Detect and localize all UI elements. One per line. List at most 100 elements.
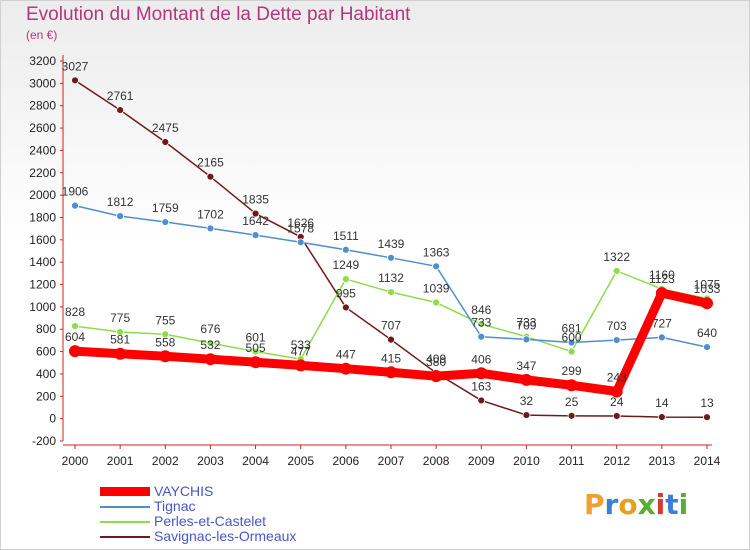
y-tick-label: 2800 [29, 99, 56, 113]
data-label: 640 [697, 326, 717, 340]
legend-swatch [100, 487, 150, 496]
y-tick-label: 1400 [29, 255, 56, 269]
data-point [206, 224, 215, 233]
data-label: 1249 [333, 258, 360, 272]
logo-letter: x [637, 488, 656, 521]
data-label: 532 [200, 338, 220, 352]
legend-item: Savignac-les-Ormeaux [100, 528, 400, 544]
data-point [612, 412, 621, 420]
data-point [612, 266, 621, 275]
y-tick-label: 3000 [29, 76, 56, 90]
x-tick-label: 2009 [468, 454, 495, 468]
data-label: 533 [291, 338, 311, 352]
data-label: 1160 [649, 268, 675, 282]
data-point [522, 411, 531, 419]
logo-letter: o [618, 488, 638, 521]
x-tick-label: 2001 [107, 454, 134, 468]
data-label: 1642 [242, 214, 269, 228]
data-point [387, 253, 395, 262]
data-label: 347 [516, 359, 536, 373]
data-point [204, 353, 217, 366]
data-point [567, 347, 576, 356]
logo-letter: i [655, 488, 666, 521]
y-tick-label: 400 [36, 367, 56, 381]
data-label: 733 [516, 316, 536, 330]
data-point [432, 298, 441, 307]
chart-subtitle: (en €) [26, 28, 58, 42]
y-tick-label: 800 [36, 322, 56, 336]
data-label: 447 [336, 348, 356, 362]
data-point [655, 287, 668, 300]
x-tick-label: 2008 [423, 454, 450, 468]
data-label: 1033 [694, 282, 721, 296]
data-point [657, 413, 666, 421]
data-label: 775 [110, 311, 130, 325]
data-point [339, 362, 352, 375]
data-label: 1626 [287, 216, 314, 230]
chart-title: Evolution du Montant de la Dette par Hab… [26, 4, 411, 25]
data-point [71, 76, 79, 85]
data-label: 1123 [649, 272, 675, 286]
data-point [116, 106, 125, 114]
y-tick-label: 3200 [29, 54, 56, 68]
data-point [296, 238, 305, 247]
data-point [567, 411, 576, 420]
data-label: 709 [516, 318, 536, 332]
data-label: 676 [200, 322, 220, 336]
legend-item: VAYCHIS [100, 483, 400, 499]
data-point [71, 201, 79, 210]
data-point [522, 335, 531, 344]
data-label: 25 [565, 395, 579, 409]
data-label: 409 [426, 352, 446, 366]
data-label: 558 [155, 335, 175, 349]
data-point [294, 359, 307, 372]
data-point [116, 212, 125, 221]
x-tick-label: 2010 [513, 454, 540, 468]
data-point [610, 385, 623, 398]
data-label: 601 [246, 330, 266, 344]
data-label: 1812 [107, 195, 134, 209]
data-point [69, 345, 81, 358]
data-label: 1906 [62, 185, 89, 199]
x-tick-label: 2000 [62, 454, 89, 468]
data-point [161, 218, 170, 226]
x-tick-label: 2011 [559, 454, 585, 468]
legend-swatch [100, 506, 150, 508]
data-point [565, 379, 578, 392]
data-point [251, 231, 260, 240]
data-point [385, 366, 397, 379]
data-label: 755 [155, 313, 175, 327]
logo-letter: t [665, 488, 679, 521]
data-point [477, 396, 486, 405]
legend-label: Tignac [154, 498, 196, 514]
data-point [251, 209, 260, 218]
data-label: 32 [520, 394, 534, 408]
data-label: 505 [246, 341, 266, 355]
data-label: 2165 [197, 156, 224, 170]
data-point [206, 339, 215, 347]
legend-item: Perles-et-Castelet [100, 513, 400, 529]
data-point [116, 328, 125, 336]
legend-swatch [100, 536, 150, 538]
y-tick-label: 2600 [29, 121, 56, 135]
data-point [161, 138, 170, 146]
data-point [387, 288, 395, 297]
data-label: 2475 [152, 121, 179, 135]
data-label: 13 [700, 396, 714, 410]
data-point [71, 322, 79, 331]
logo-letter: P [584, 488, 605, 521]
data-point [477, 332, 486, 341]
data-label: 163 [471, 379, 491, 393]
data-label: 1075 [694, 278, 721, 292]
data-point [161, 330, 170, 339]
y-tick-label: 200 [36, 389, 56, 403]
data-point [159, 350, 172, 363]
data-point [703, 343, 711, 352]
y-tick-label: 1000 [29, 300, 56, 314]
data-label: 681 [562, 322, 582, 336]
data-label: 415 [381, 351, 401, 365]
data-point [341, 245, 350, 254]
data-label: 1702 [197, 207, 224, 221]
data-point [341, 303, 350, 312]
